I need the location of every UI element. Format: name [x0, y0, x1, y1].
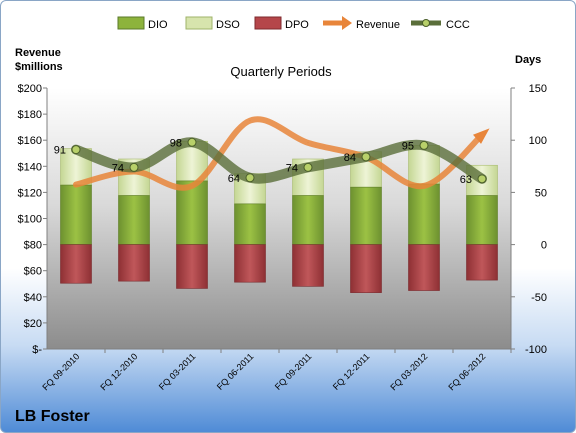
company-name: LB Foster [15, 408, 90, 425]
left-tick-label: $200 [18, 83, 42, 95]
x-tick-label: FQ 03-2011 [157, 351, 198, 392]
revenue-line [73, 116, 485, 191]
revenue-arrowhead [473, 128, 490, 144]
bar-dpo [60, 244, 92, 284]
bar-dpo [466, 244, 498, 281]
ccc-data-label: 95 [402, 140, 414, 152]
legend-dio-swatch [117, 16, 145, 30]
bar-dpo [408, 244, 440, 291]
right-tick-label: 100 [529, 135, 547, 147]
left-tick-label: $180 [18, 109, 42, 121]
legend-ccc-swatch [411, 19, 441, 27]
revenue-point [75, 184, 77, 186]
left-tick-label: $40 [24, 292, 42, 304]
ccc-data-label: 84 [344, 152, 356, 164]
x-tick-label: FQ 12-2010 [98, 351, 139, 392]
left-axis-title-line1: Revenue [15, 47, 61, 59]
x-tick-label: FQ 09-2011 [273, 351, 314, 392]
ccc-point [245, 173, 255, 183]
bar-dio [408, 183, 440, 245]
revenue-point [307, 142, 309, 144]
right-tick-label: 50 [535, 187, 547, 199]
bar-dio [292, 195, 324, 245]
legend-dso-label: DSO [216, 19, 240, 31]
bar-dpo [234, 244, 266, 283]
legend-ccc-label: CCC [446, 19, 470, 31]
x-tick-label: FQ 06-2012 [446, 351, 487, 392]
revenue-point [423, 185, 425, 187]
ccc-point [187, 137, 197, 147]
right-axis-title: Days [515, 54, 541, 66]
x-tick-label: FQ 03-2012 [388, 351, 429, 392]
ccc-point [419, 140, 429, 150]
bar-dpo [292, 244, 324, 287]
legend-dio-label: DIO [148, 19, 168, 31]
legend-revenue-swatch [323, 16, 352, 30]
ccc-data-label: 98 [170, 137, 182, 149]
legend-dso-swatch [185, 16, 213, 30]
bar-dio [466, 195, 498, 245]
left-tick-label: $160 [18, 135, 42, 147]
left-tick-label: $20 [24, 318, 42, 330]
legend: DIO DSO DPO Revenue CCC [117, 16, 470, 31]
left-tick-label: $- [32, 344, 42, 356]
x-tick-label: FQ 09-2010 [40, 351, 81, 392]
right-tick-label: 0 [541, 240, 547, 252]
bar-dio [118, 195, 150, 245]
x-tick-label: FQ 12-2011 [331, 351, 372, 392]
left-axis-title-line2: $millions [15, 61, 63, 73]
ccc-point [129, 162, 139, 172]
revenue-point [191, 185, 193, 187]
ccc-point [477, 174, 487, 184]
legend-dpo-swatch [254, 16, 282, 30]
right-tick-label: -100 [525, 344, 547, 356]
legend-dpo-label: DPO [285, 19, 309, 31]
revenue-point [249, 120, 251, 122]
ccc-data-label: 63 [460, 174, 472, 186]
bar-dio [60, 184, 92, 245]
bar-dio [176, 180, 208, 245]
right-tick-label: -50 [531, 292, 547, 304]
ccc-point [361, 152, 371, 162]
left-tick-label: $80 [24, 240, 42, 252]
chart-title: Quarterly Periods [230, 64, 332, 79]
ccc-point [303, 162, 313, 172]
ccc-data-label: 74 [286, 162, 298, 174]
ccc-point [71, 145, 81, 155]
left-tick-label: $140 [18, 161, 42, 173]
left-tick-label: $120 [18, 187, 42, 199]
ccc-data-label: 64 [228, 173, 240, 185]
bar-dpo [118, 244, 150, 282]
ccc-data-label: 74 [112, 162, 124, 174]
bar-dio [234, 203, 266, 245]
x-tick-label: FQ 06-2011 [215, 351, 256, 392]
bar-dio [350, 186, 382, 245]
bar-dpo [176, 244, 208, 289]
revenue-point [481, 134, 483, 136]
lines-layer: 91 74 98 64 74 84 95 63 [54, 116, 490, 191]
bar-dpo [350, 244, 382, 293]
right-tick-label: 150 [529, 83, 547, 95]
legend-revenue-label: Revenue [356, 19, 400, 31]
ccc-data-label: 91 [54, 145, 66, 157]
left-tick-label: $100 [18, 214, 42, 226]
left-tick-label: $60 [24, 266, 42, 278]
